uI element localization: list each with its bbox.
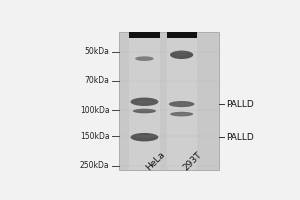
Ellipse shape: [175, 103, 189, 105]
Text: 50kDa: 50kDa: [85, 47, 110, 56]
Ellipse shape: [138, 110, 151, 112]
Text: PALLD: PALLD: [226, 133, 254, 142]
Bar: [167, 32, 197, 170]
Text: 150kDa: 150kDa: [80, 132, 110, 141]
Text: HeLa: HeLa: [145, 150, 167, 173]
Text: 70kDa: 70kDa: [85, 76, 110, 85]
Ellipse shape: [135, 56, 154, 61]
Ellipse shape: [130, 133, 158, 141]
Ellipse shape: [133, 109, 156, 113]
Ellipse shape: [170, 51, 193, 59]
Ellipse shape: [175, 53, 188, 56]
Text: 100kDa: 100kDa: [80, 106, 110, 115]
Ellipse shape: [137, 100, 152, 103]
Ellipse shape: [137, 136, 152, 139]
Ellipse shape: [175, 113, 188, 115]
Bar: [167, 32, 197, 38]
Ellipse shape: [169, 101, 194, 107]
Bar: [119, 32, 219, 170]
Bar: [129, 32, 160, 170]
Text: 293T: 293T: [182, 150, 204, 173]
Text: PALLD: PALLD: [226, 100, 254, 109]
Ellipse shape: [170, 112, 193, 116]
Ellipse shape: [139, 58, 150, 59]
Text: 250kDa: 250kDa: [80, 161, 110, 170]
Ellipse shape: [130, 98, 158, 106]
Bar: [129, 32, 160, 38]
